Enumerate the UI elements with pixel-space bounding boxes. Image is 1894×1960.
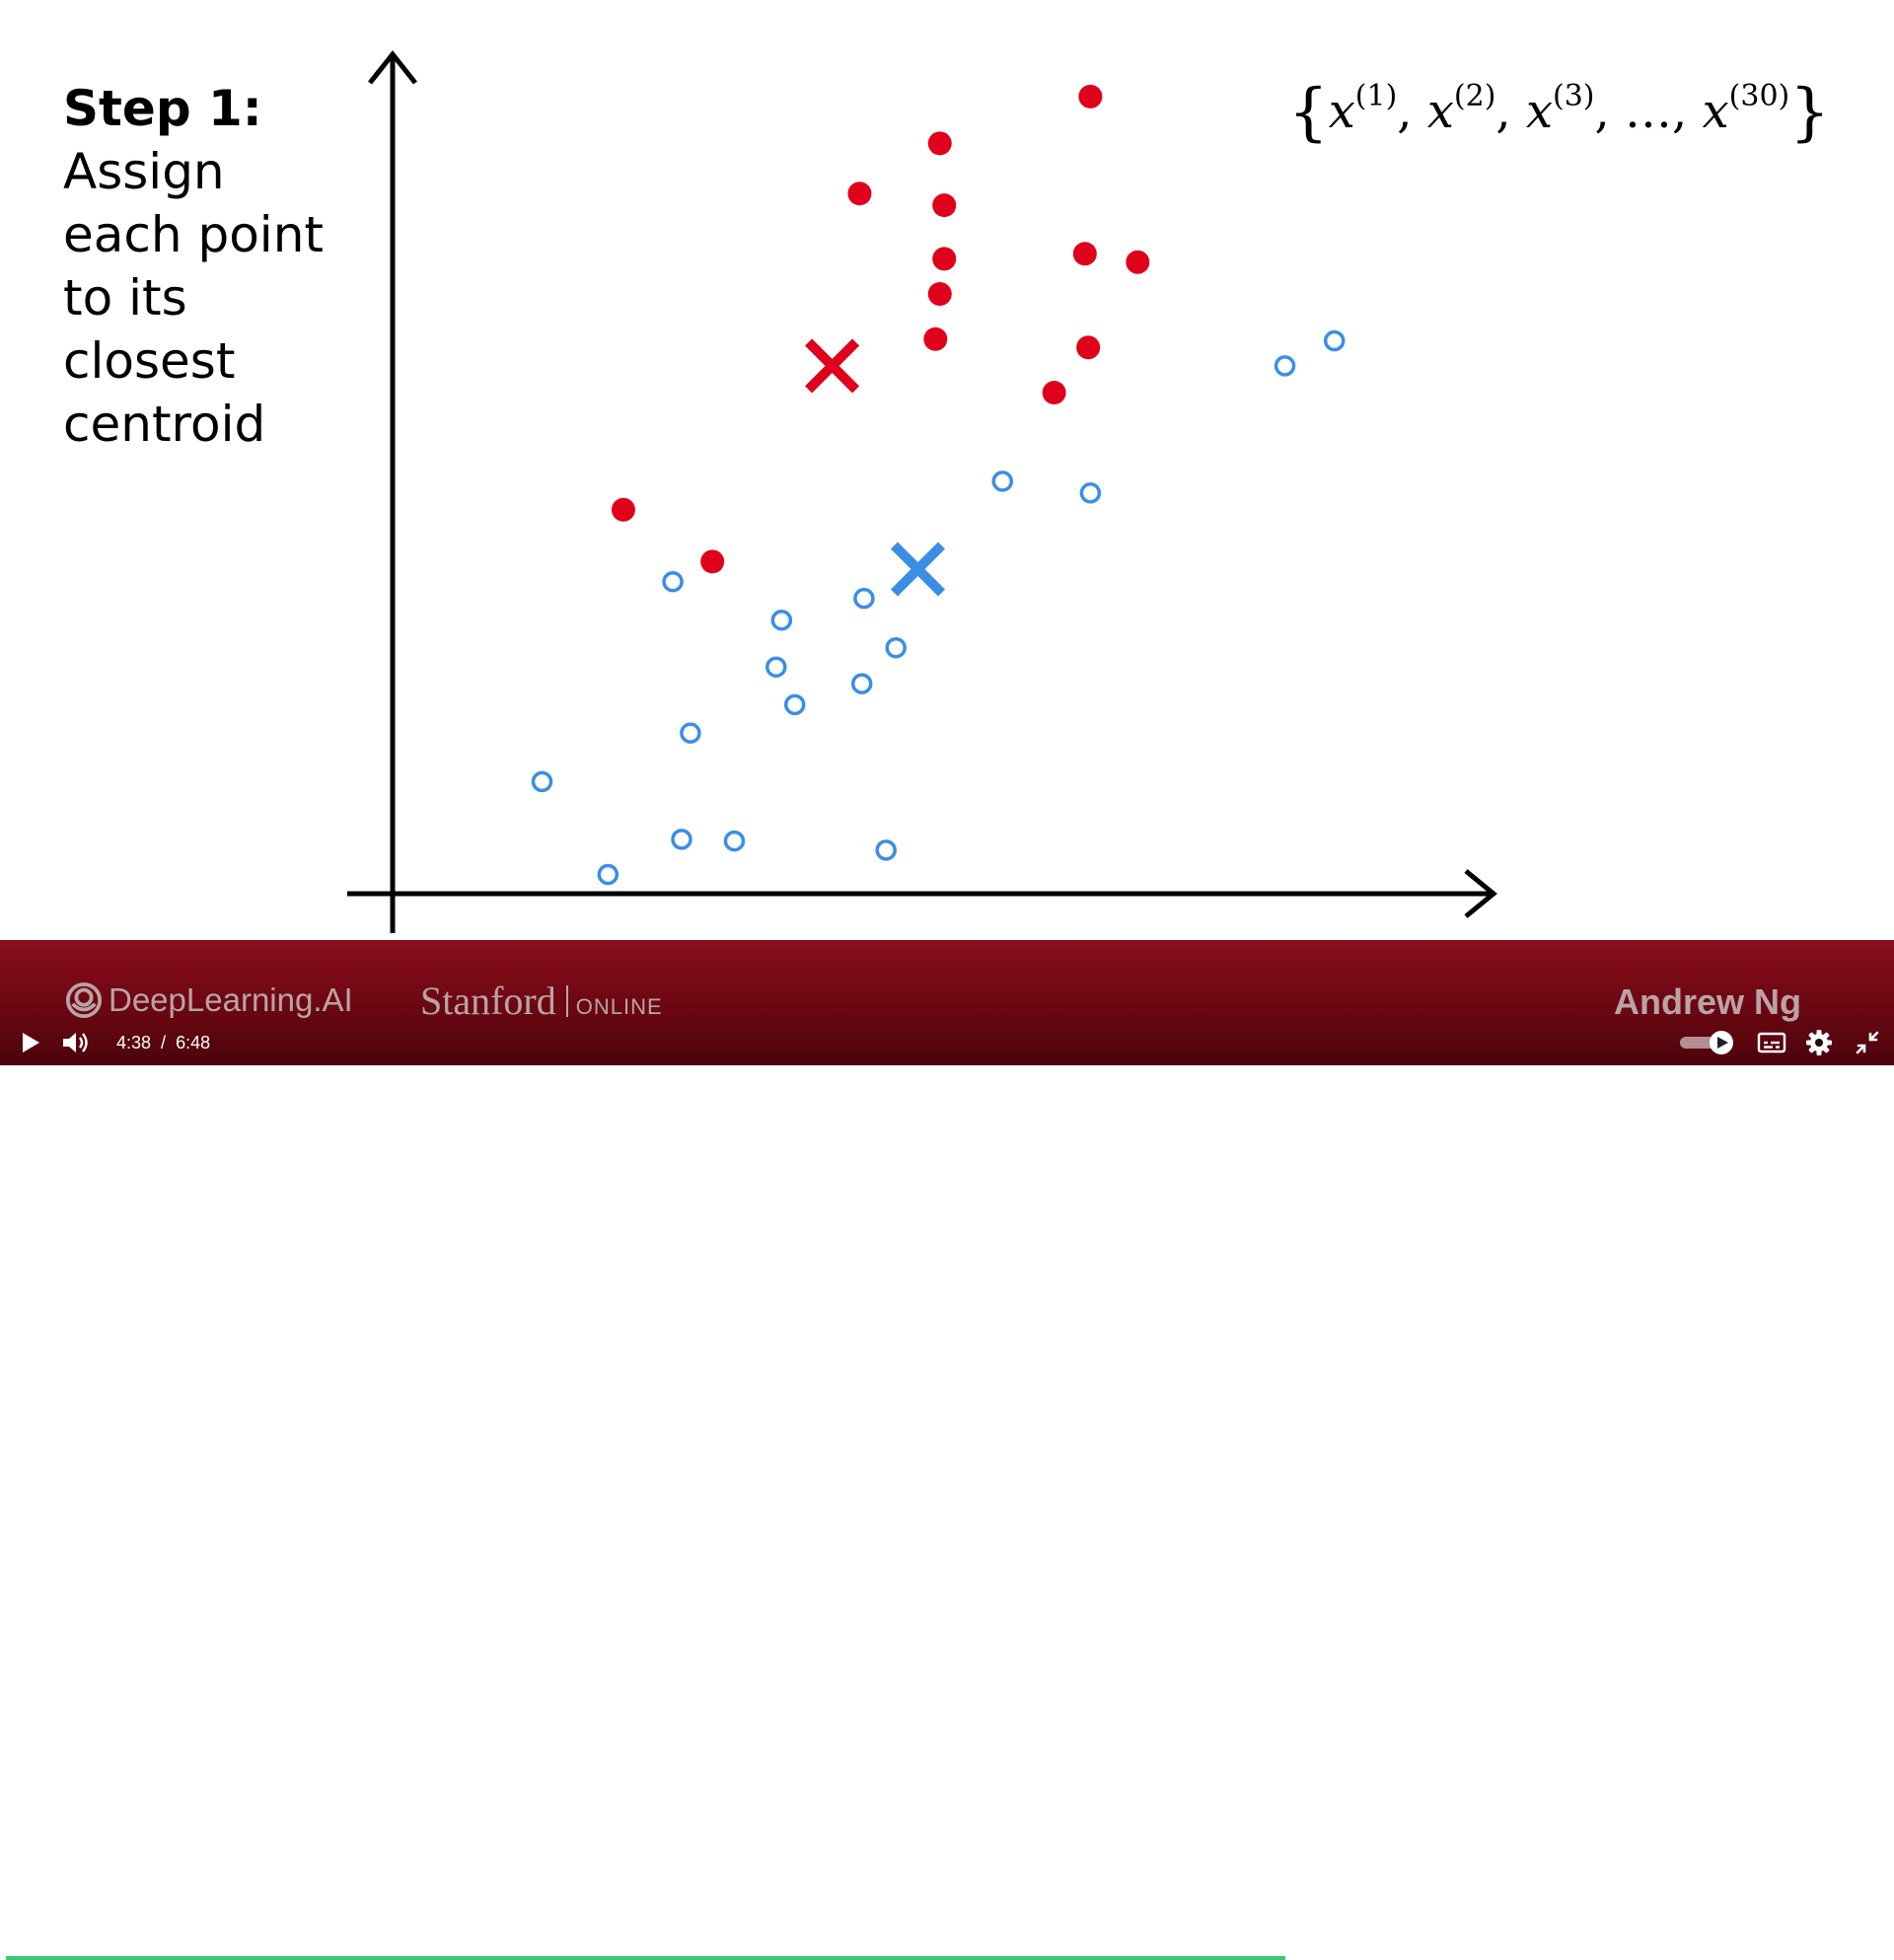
set-sep-3: , [1594,84,1610,139]
volume-button[interactable] [59,1026,93,1059]
blue-point-2 [1274,355,1296,377]
deeplearning-ai-logo: DeepLearning.AI [65,981,353,1019]
autoplay-toggle-icon [1680,1031,1733,1054]
red-point-2 [927,131,952,156]
red-point-3 [847,181,872,206]
x-axis-arrowhead [1464,869,1497,918]
set-notation: {x(1), x(2), x(3), …, x(30)} [1288,57,1830,152]
video-controls: 4:38 / 6:48 [0,1026,1894,1059]
red-point-11 [1042,381,1066,405]
red-point-6 [1126,250,1150,274]
exit-fullscreen-button[interactable] [1851,1026,1884,1059]
set-sup-30: (30) [1728,79,1790,113]
time-display: 4:38 / 6:48 [116,1026,210,1059]
blue-point-15 [723,830,746,852]
current-time: 4:38 [116,1032,152,1053]
captions-button[interactable] [1754,1026,1789,1059]
red-point-12 [611,497,635,522]
blue-point-12 [680,722,701,744]
blue-point-16 [875,839,897,861]
deeplearning-label: DeepLearning.AI [109,981,353,1018]
set-sup-1: (1) [1354,79,1398,113]
red-point-9 [923,327,948,351]
set-sup-3: (3) [1553,79,1595,113]
stanford-online-logo: Stanford ONLINE [420,978,663,1024]
red-point-7 [932,247,957,271]
slide-area: Step 1: Assign each point to its closest… [0,0,1894,940]
red-point-4 [932,193,957,218]
blue-centroid-marker [890,542,946,597]
settings-button[interactable] [1801,1026,1837,1059]
blue-point-6 [770,609,793,631]
y-axis-arrowhead [368,49,417,85]
set-var-1: x [1328,84,1355,139]
scatter-plot [347,49,1497,933]
gear-icon [1806,1030,1832,1055]
play-button[interactable] [16,1026,45,1059]
blue-point-10 [850,673,873,694]
set-open-brace: { [1288,76,1329,149]
step-description: Assign each point to its closest centroi… [63,143,324,453]
red-point-1 [1078,84,1103,109]
blue-point-3 [991,471,1014,492]
captions-icon [1757,1032,1786,1053]
blue-point-7 [853,587,875,610]
blue-point-13 [531,770,553,793]
blue-point-9 [765,656,787,678]
step-title-block: Step 1: Assign each point to its closest… [63,77,359,456]
set-var-30: x [1702,84,1729,139]
red-point-8 [927,281,952,306]
red-point-10 [1076,335,1101,360]
play-icon [23,1033,39,1053]
centroids [805,338,946,597]
time-separator: / [161,1032,167,1053]
blue-point-17 [597,863,619,886]
autoplay-toggle[interactable] [1677,1026,1736,1059]
blue-point-1 [1323,329,1346,352]
set-sep-2: , [1495,84,1511,139]
set-sep-4: , [1672,84,1688,139]
video-progress-fill [6,1956,1286,1960]
author-label: Andrew Ng [1614,981,1802,1022]
data-points [531,84,1346,886]
red-point-5 [1072,242,1097,266]
video-progress-bar[interactable] [6,1956,1888,1960]
stanford-label: Stanford [420,979,556,1023]
set-var-2: x [1426,84,1454,139]
blue-point-4 [1079,482,1102,504]
set-close-brace: } [1789,76,1830,149]
blue-point-8 [885,636,907,659]
blue-point-11 [783,693,806,716]
blue-point-5 [662,570,684,593]
exit-fullscreen-icon [1856,1031,1879,1054]
set-sup-2: (2) [1453,79,1496,113]
set-ellipsis: … [1625,84,1673,139]
set-sep-1: , [1397,84,1413,139]
blue-point-14 [671,829,692,850]
red-point-13 [700,549,725,574]
set-var-3: x [1525,84,1554,139]
volume-icon [63,1033,88,1053]
red-centroid-marker [805,338,860,394]
deeplearning-logo-icon [65,981,103,1019]
online-label: ONLINE [575,994,663,1019]
stanford-divider [565,984,568,1017]
plot-axes [347,49,1497,933]
duration: 6:48 [176,1032,211,1053]
step-label: Step 1: [63,80,262,137]
